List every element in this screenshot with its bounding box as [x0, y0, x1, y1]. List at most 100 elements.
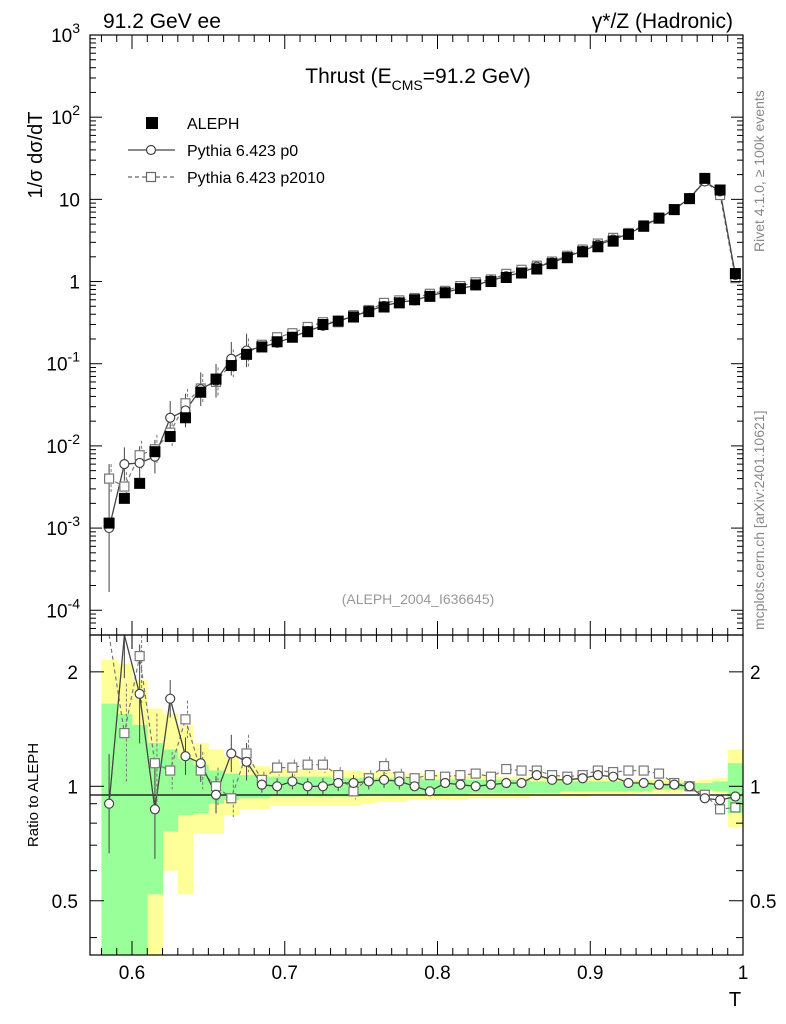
aleph-point [470, 279, 482, 291]
p0-ratio-point [577, 773, 588, 784]
aleph-point [653, 212, 665, 224]
p0-ratio-point [531, 770, 542, 781]
p0-ratio-point [226, 748, 237, 759]
aleph-point [699, 172, 711, 184]
p0-point [165, 412, 176, 423]
p2010-ratio-point [378, 761, 390, 772]
p2010-ratio-point [516, 765, 527, 776]
p0-ratio-point [623, 777, 634, 789]
p0-ratio-point [103, 798, 115, 809]
aleph-point [317, 319, 329, 331]
p0-ratio-point [516, 777, 527, 789]
header-left: 91.2 GeV ee [103, 10, 221, 33]
aleph-point [500, 271, 512, 283]
aleph-point [149, 446, 161, 458]
p2010-ratio-point [226, 793, 237, 804]
green-band-bin [697, 783, 713, 790]
uncertainty-bands [101, 659, 744, 955]
p2010-ratio-point [501, 763, 512, 775]
y-tick-label: 102 [51, 102, 80, 129]
p2010-ratio-point [714, 804, 726, 815]
p0-ratio-point [272, 781, 283, 792]
p0-ratio-point [241, 756, 252, 767]
p0-ratio-point [195, 758, 206, 769]
p0-ratio-point [256, 779, 267, 790]
p2010-ratio-point [455, 770, 466, 781]
aleph-point [409, 294, 421, 306]
p0-ratio-point [699, 793, 710, 804]
y-tick-label: 0.5 [52, 892, 78, 913]
legend-label-p0: Pythia 6.423 p0 [187, 143, 298, 160]
aleph-point [454, 283, 466, 295]
aleph-point [684, 193, 696, 205]
aleph-point [424, 290, 436, 302]
legend-marker-p0 [145, 144, 157, 156]
p0-ratio-point [501, 777, 512, 789]
lower-y-label: Ratio to ALEPH [25, 743, 42, 847]
aleph-point [622, 228, 634, 240]
aleph-point [363, 306, 375, 318]
aleph-point [271, 336, 283, 348]
y-tick-label: 10-2 [46, 431, 80, 458]
aleph-point [729, 268, 741, 280]
p2010-ratio-point [180, 714, 191, 725]
aleph-point [347, 311, 359, 323]
aleph-point [302, 326, 314, 338]
p0-ratio-point [287, 776, 298, 787]
aleph-point [668, 204, 680, 216]
aleph-point [164, 431, 176, 443]
green-band-bin [590, 781, 606, 792]
green-band-bin [712, 781, 729, 792]
p2010-ratio-point [470, 768, 481, 779]
p0-point [119, 459, 130, 470]
p2010-ratio-point [424, 770, 435, 781]
p2010-ratio-point [623, 765, 634, 776]
green-band-bin [193, 764, 209, 814]
p0-ratio-point [333, 777, 344, 789]
aleph-point [179, 412, 191, 424]
p2010-ratio-point [348, 786, 359, 797]
analysis-label: (ALEPH_2004_I636645) [342, 591, 495, 607]
lower-markers [103, 634, 741, 859]
p0-ratio-point [302, 781, 313, 792]
aleph-point [393, 297, 405, 309]
green-band-bin [559, 781, 576, 792]
upper-y-label: 1/σ dσ/dT [25, 112, 47, 199]
p0-line [108, 180, 737, 529]
p0-ratio-point [684, 781, 695, 792]
aleph-point [118, 492, 130, 504]
mcplots-label: mcplots.cern.ch [arXiv:2401.10621] [751, 411, 767, 630]
green-band-bin [544, 781, 561, 794]
p0-ratio-point [608, 771, 619, 782]
green-band-bin [727, 763, 744, 814]
lower-y-axis: 0.5 0.5 1 1 2 2 [52, 663, 776, 939]
lower-panel: 0.5 0.51 12 2 0.6 0.7 0.8 0.9 1 Ratio to ALEPH … [25, 634, 776, 1011]
p2010-ratio-point [317, 759, 329, 770]
p0-ratio-point [592, 770, 603, 781]
p2010-ratio-point [149, 758, 161, 769]
p0-ratio-point [714, 794, 726, 806]
p0-ratio-point [134, 688, 145, 699]
p2010-ratio-point [730, 802, 741, 813]
y-tick-label-right: 1 [750, 777, 761, 798]
p0-ratio-point [470, 781, 481, 792]
green-band-bin [162, 749, 179, 832]
x-axis: 0.6 0.7 0.8 0.9 1 [100, 635, 748, 984]
aleph-point [210, 373, 222, 385]
plot-title: Thrust (ECMS=91.2 GeV) [305, 65, 530, 93]
legend-marker-aleph [146, 117, 158, 129]
p0-ratio-point [210, 789, 222, 800]
p0-ratio-point [378, 774, 390, 785]
p2010-ratio-point [241, 748, 252, 759]
p2010-ratio-point [119, 728, 130, 739]
aleph-point [378, 301, 390, 313]
p0-ratio-point [165, 693, 176, 704]
aleph-point [546, 258, 558, 270]
aleph-point [592, 241, 604, 253]
upper-x-ticks [100, 35, 744, 635]
p2010-ratio-point [134, 651, 145, 662]
x-tick-label: 0.7 [272, 963, 298, 984]
p0-ratio-point [409, 781, 420, 792]
